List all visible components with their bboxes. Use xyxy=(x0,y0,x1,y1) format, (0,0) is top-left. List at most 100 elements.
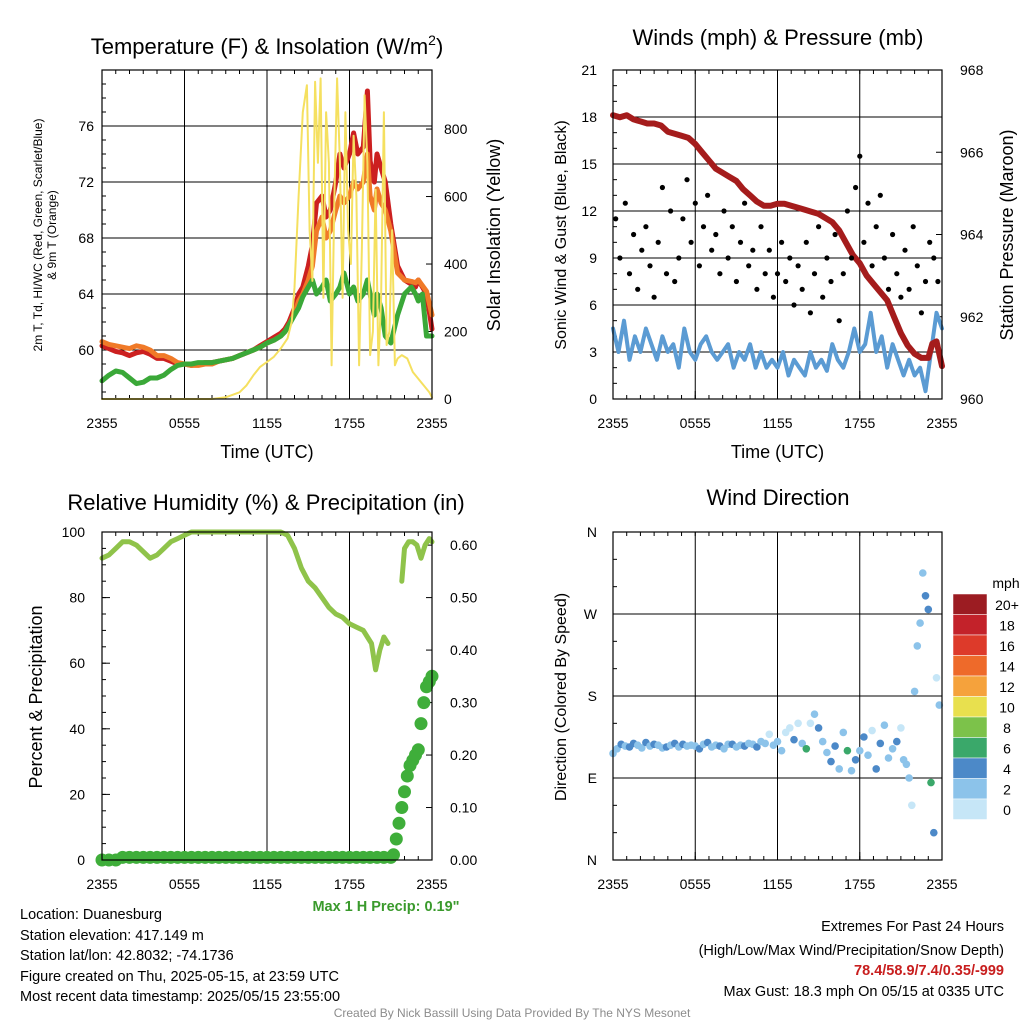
gust-point xyxy=(705,192,711,198)
y-tick-label: 68 xyxy=(78,230,94,246)
direction-point xyxy=(884,754,893,762)
direction-point xyxy=(753,743,761,751)
gust-point xyxy=(918,310,925,316)
gust-point xyxy=(799,286,805,292)
x-tick-label: 1155 xyxy=(252,876,282,892)
y2-tick-label: 800 xyxy=(444,121,468,137)
direction-point xyxy=(786,724,794,732)
colorbar-tick-label: 14 xyxy=(999,659,1015,675)
gust-point xyxy=(811,271,818,277)
station-info: Location: Duanesburg Station elevation: … xyxy=(20,905,340,1008)
direction-point xyxy=(880,721,889,729)
y-tick-label: 20 xyxy=(69,786,85,802)
gust-point xyxy=(898,294,904,300)
gust-point xyxy=(680,216,686,222)
y-tick-label: 60 xyxy=(69,655,85,671)
x-tick-label: 0555 xyxy=(680,415,711,431)
gust-point xyxy=(787,255,793,261)
precip-point xyxy=(389,832,403,846)
direction-point xyxy=(856,746,864,755)
x-tick-label: 2355 xyxy=(416,415,447,431)
extremes-subtitle: (High/Low/Max Wind/Precipitation/Snow De… xyxy=(698,942,1004,959)
x-tick-label: 2355 xyxy=(416,876,447,892)
gust-point xyxy=(857,153,863,159)
y2-axis-label: Solar Insolation (Yellow) xyxy=(484,139,504,331)
y-axis-label: Sonic Wind & Gust (Blue, Black) xyxy=(553,120,570,349)
y2-axis-label: Station Pressure (Maroon) xyxy=(997,129,1017,340)
x-tick-label: 0555 xyxy=(169,415,200,431)
gust-point xyxy=(758,224,764,230)
gust-point xyxy=(729,224,735,230)
y-tick-label: W xyxy=(584,606,598,622)
y-tick-label: 72 xyxy=(78,174,94,190)
plot-border xyxy=(612,69,943,400)
y2-tick-label: 966 xyxy=(960,144,984,160)
direction-point xyxy=(908,801,916,810)
gust-point xyxy=(668,208,674,214)
gust-point xyxy=(659,184,666,191)
direction-point xyxy=(864,751,872,759)
max-precip-annotation: Max 1 H Precip: 0.19" xyxy=(312,899,459,915)
gust-point xyxy=(742,200,748,206)
y-axis-label: Direction (Colored By Speed) xyxy=(553,593,570,801)
direction-point xyxy=(831,742,839,750)
gust-point xyxy=(832,231,838,238)
y2-tick-label: 0.40 xyxy=(450,642,477,658)
extremes-title: Extremes For Past 24 Hours xyxy=(821,919,1004,935)
direction-point xyxy=(930,828,938,837)
direction-point xyxy=(916,619,924,627)
x-tick-label: 1755 xyxy=(844,415,875,431)
colorbar-swatch xyxy=(952,696,988,718)
direction-point xyxy=(802,745,811,753)
precip-point xyxy=(414,717,428,731)
gust-point xyxy=(803,239,809,245)
colorbar-swatch xyxy=(952,614,988,636)
direction-point xyxy=(761,739,769,748)
station-location: Location: Duanesburg xyxy=(20,907,162,923)
precip-point xyxy=(417,696,431,710)
x-tick-label: 1755 xyxy=(334,876,365,892)
precip-point xyxy=(411,743,425,757)
x-tick-label: 1755 xyxy=(844,876,875,892)
y2-tick-label: 0.10 xyxy=(450,800,477,816)
gust-point xyxy=(626,271,633,277)
gust-point xyxy=(820,294,826,300)
y-tick-label: 15 xyxy=(581,156,597,172)
direction-point xyxy=(818,737,827,746)
x-tick-label: 1155 xyxy=(762,876,792,892)
direction-point xyxy=(924,605,933,614)
gust-point xyxy=(848,255,855,261)
gust-point xyxy=(844,208,851,214)
direction-point xyxy=(839,728,848,737)
gust-point xyxy=(873,224,879,230)
gust-point xyxy=(885,286,892,292)
gust-point xyxy=(647,263,653,269)
gust-point xyxy=(890,231,896,238)
y2-tick-label: 200 xyxy=(444,324,468,340)
colorbar-swatch xyxy=(952,655,988,677)
gust-point xyxy=(754,286,760,292)
gust-point xyxy=(836,318,842,324)
direction-point xyxy=(910,687,919,696)
gust-point xyxy=(766,247,772,253)
direction-point xyxy=(810,710,819,718)
series-yellow-line xyxy=(101,77,433,400)
gust-point xyxy=(639,247,645,253)
gust-point xyxy=(746,263,752,269)
gust-point xyxy=(828,278,834,285)
direction-point xyxy=(888,745,897,753)
colorbar-swatch xyxy=(952,778,988,800)
colorbar-tick-label: 8 xyxy=(1003,720,1011,736)
gust-point xyxy=(894,271,900,277)
gust-point xyxy=(672,278,678,285)
station-elevation: Station elevation: 417.149 m xyxy=(20,927,204,944)
colorbar-swatch xyxy=(952,757,988,779)
gust-point xyxy=(676,255,682,261)
rh-panel: 2355 0555 1155 1755 23550204060801000.000.10… xyxy=(26,490,477,915)
y-axis-label-line2: & 9m T (Orange) xyxy=(45,190,59,280)
direction-point xyxy=(927,778,935,787)
y2-tick-label: 968 xyxy=(960,62,984,78)
colorbar-swatch xyxy=(952,634,988,656)
direction-point xyxy=(847,766,856,775)
